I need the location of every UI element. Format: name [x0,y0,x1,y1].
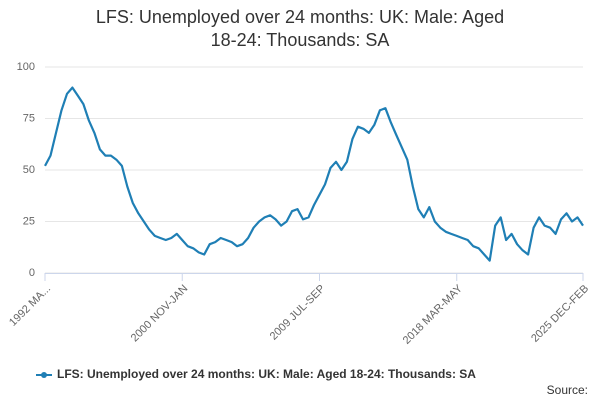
legend-symbol [41,372,47,378]
y-tick-label: 75 [23,112,35,124]
y-tick-label: 50 [23,164,35,176]
source: Source: [547,383,588,397]
x-tick-label: 1992 MA... [7,283,53,329]
chart-title: LFS: Unemployed over 24 months: UK: Male… [95,7,505,50]
x-tick-label: 2009 JUL-SEP [268,283,328,343]
y-tick-label: 100 [17,61,35,73]
x-tick-label: 2025 DEC-FEB [529,283,591,345]
legend-label: LFS: Unemployed over 24 months: UK: Male… [57,367,476,381]
y-tick-label: 25 [23,215,35,227]
x-tick-label: 2000 NOV-JAN [129,283,191,345]
y-tick-label: 0 [29,267,35,279]
x-tick-label: 2018 MAR-MAY [401,282,466,347]
line [44,86,584,262]
